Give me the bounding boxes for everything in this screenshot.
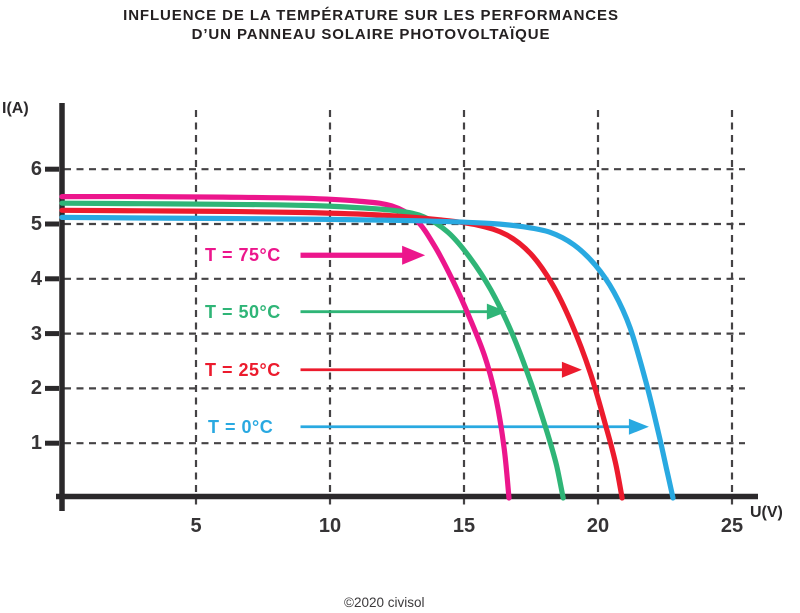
y-tick-label-5: 5 <box>30 213 42 235</box>
chart-title-line2: D’UN PANNEAU SOLAIRE PHOTOVOLTAÏQUE <box>191 26 551 43</box>
x-tick-label-15: 15 <box>452 515 476 537</box>
y-axis-label: I(A) <box>2 100 29 117</box>
series-label-50c: T = 50°C <box>205 302 281 322</box>
x-tick-label-10: 10 <box>318 515 342 537</box>
series-label-0c: T = 0°C <box>208 417 274 437</box>
x-tick-label-5: 5 <box>190 515 202 537</box>
arrow-head-75c <box>402 245 426 265</box>
arrow-head-25c <box>561 361 582 378</box>
chart-title: INFLUENCE DE LA TEMPÉRATURE SUR LES PERF… <box>0 6 742 44</box>
iv-curve-75c <box>59 193 512 501</box>
y-tick-label-2: 2 <box>30 377 42 400</box>
series-label-75c: T = 75°C <box>205 245 281 265</box>
y-tick-label-1: 1 <box>30 432 42 455</box>
series-label-25c: T = 25°C <box>205 360 281 380</box>
copyright-watermark: ©2020 civisol <box>344 595 425 610</box>
x-tick-label-25: 25 <box>720 515 744 537</box>
arrow-head-50c <box>486 303 507 320</box>
y-tick-label-3: 3 <box>30 322 42 345</box>
iv-curve-50c <box>59 200 566 501</box>
iv-curve-0c <box>59 214 676 501</box>
chart-title-line1: INFLUENCE DE LA TEMPÉRATURE SUR LES PERF… <box>123 7 619 24</box>
x-tick-label-20: 20 <box>586 515 610 537</box>
y-tick-label-6: 6 <box>30 158 42 181</box>
y-tick-label-4: 4 <box>30 267 42 290</box>
arrow-head-0c <box>628 418 649 435</box>
x-axis-label: U(V) <box>750 504 783 521</box>
iv-curve-25c <box>59 207 625 501</box>
